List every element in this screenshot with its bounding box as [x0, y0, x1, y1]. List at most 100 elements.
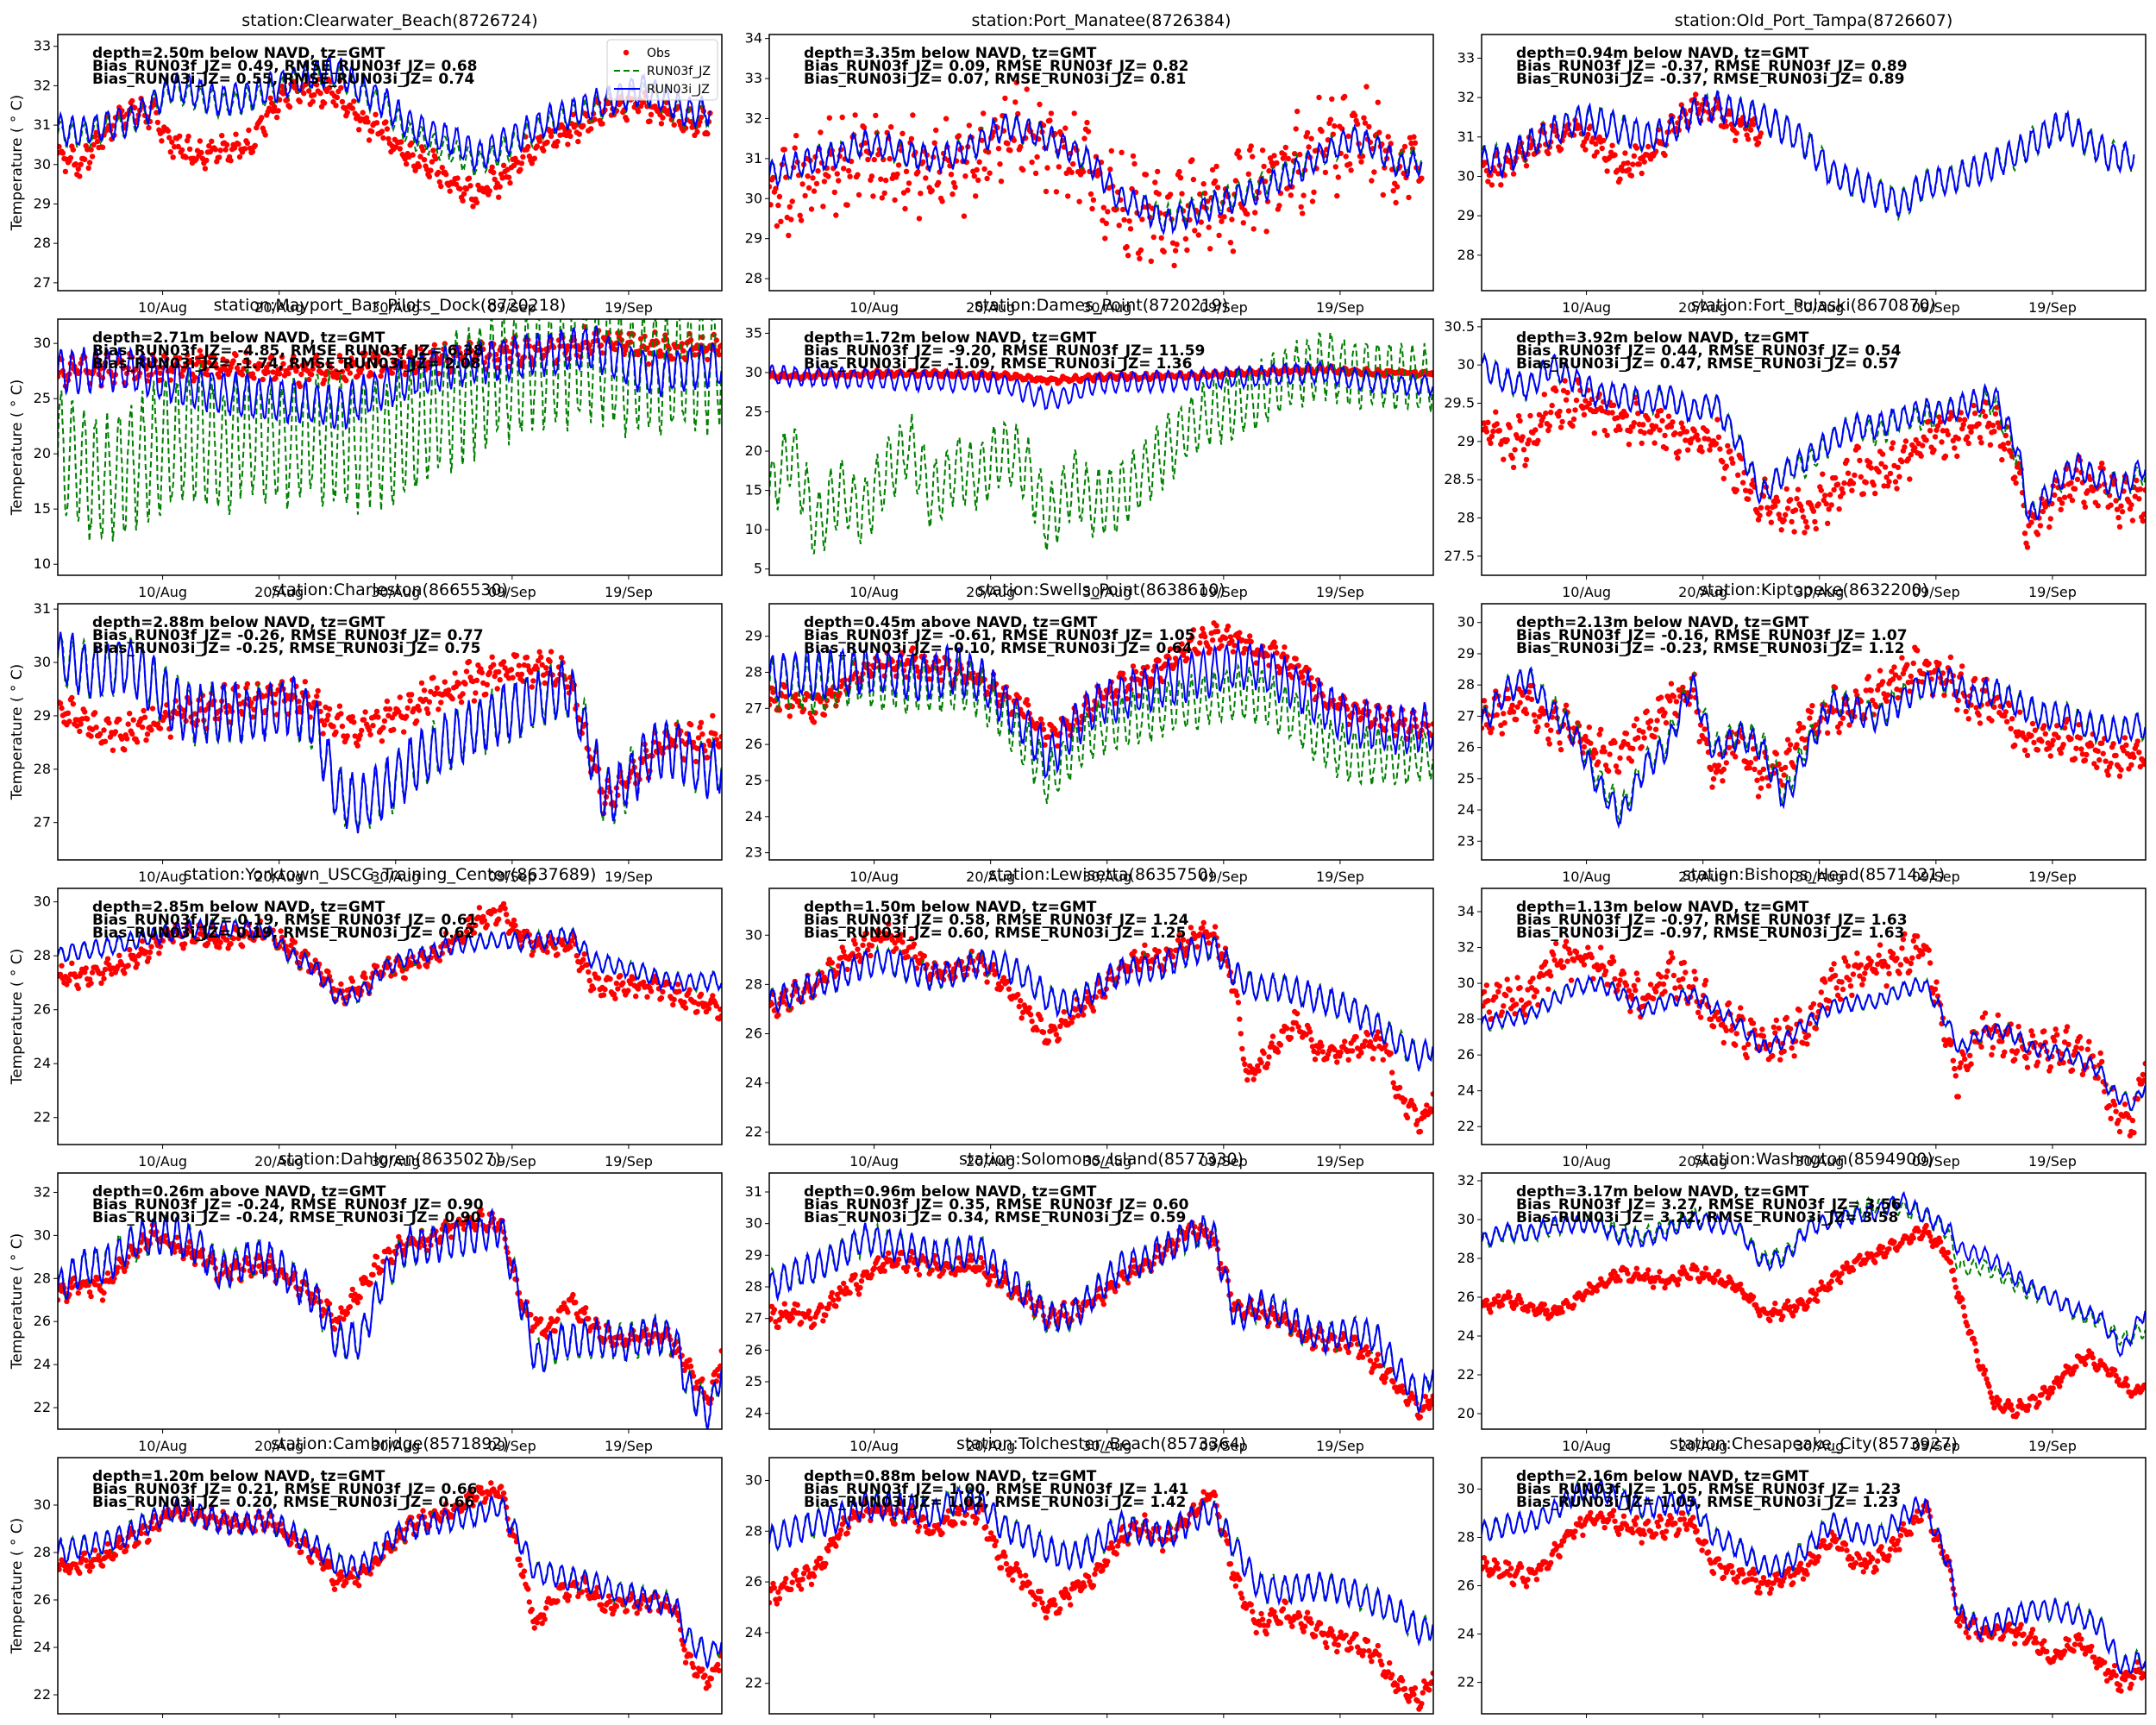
obs-point [1739, 480, 1746, 486]
obs-point [1947, 654, 1954, 661]
obs-point [979, 137, 985, 143]
obs-point [157, 370, 164, 376]
obs-point [1304, 129, 1311, 136]
obs-point [875, 151, 881, 158]
y-tick-label: 27 [34, 814, 51, 831]
obs-point [635, 109, 642, 115]
obs-point [1673, 699, 1680, 705]
obs-point [209, 138, 215, 144]
obs-point [879, 195, 885, 201]
obs-point [352, 361, 358, 367]
stats-annotation: Bias_RUN03f_JZ= 0.09, RMSE_RUN03f_JZ= 0.… [804, 58, 1188, 75]
obs-point [931, 140, 937, 146]
obs-point [1087, 191, 1094, 198]
obs-point [1200, 181, 1206, 187]
obs-point [130, 717, 136, 723]
obs-point [1658, 407, 1664, 414]
obs-point [1155, 168, 1161, 175]
x-tick-label: 19/Sep [605, 299, 653, 316]
obs-point [1755, 794, 1762, 800]
obs-point [1588, 123, 1594, 129]
obs-point [1971, 402, 1977, 409]
obs-point [1663, 445, 1670, 452]
obs-point [1171, 262, 1177, 269]
obs-point [2087, 476, 2093, 482]
obs-point [1152, 179, 1158, 185]
obs-point [1971, 675, 1978, 682]
obs-point [1230, 649, 1237, 655]
obs-point [1213, 163, 1219, 170]
obs-point [878, 176, 884, 182]
obs-point [334, 374, 341, 381]
obs-point [1633, 145, 1640, 151]
obs-point [1733, 130, 1739, 136]
obs-point [716, 352, 722, 358]
obs-point [508, 667, 515, 673]
obs-point [1855, 444, 1862, 450]
obs-point [1544, 722, 1551, 728]
obs-point [1498, 182, 1504, 188]
run03i-line [769, 359, 1433, 411]
panel-title: station:Swells_Point(8638610) [977, 580, 1225, 599]
obs-point [1952, 445, 1958, 451]
obs-point [471, 698, 478, 704]
obs-point [1747, 760, 1754, 766]
obs-point [321, 377, 328, 383]
obs-point [1545, 736, 1551, 743]
obs-point [844, 202, 850, 208]
panel-5: station:Fort_Pulaski(8670870)27.52828.52… [1444, 296, 2147, 600]
obs-point [2077, 735, 2084, 741]
x-tick-label: 09/Sep [1200, 299, 1248, 316]
y-tick-label: 31 [1457, 129, 1475, 145]
obs-point [1430, 372, 1433, 378]
obs-point [1002, 95, 1008, 102]
obs-point [918, 191, 924, 197]
obs-point [1034, 154, 1040, 160]
obs-point [705, 130, 711, 137]
obs-point [2002, 709, 2009, 715]
legend-label: RUN03i_JZ [647, 83, 710, 97]
obs-point [1709, 784, 1715, 790]
obs-point [461, 191, 467, 197]
obs-point [86, 160, 93, 166]
obs-point [1219, 218, 1225, 224]
obs-point [712, 731, 718, 737]
obs-point [304, 361, 310, 367]
obs-point [500, 162, 507, 168]
obs-point [175, 143, 181, 150]
obs-point [1345, 133, 1351, 140]
obs-point [776, 193, 783, 200]
obs-point [496, 668, 502, 675]
obs-point [2074, 476, 2081, 482]
obs-point [1507, 424, 1513, 430]
obs-point [1309, 198, 1316, 204]
obs-point [2082, 757, 2089, 763]
obs-point [1955, 436, 1961, 442]
obs-point [1523, 710, 1530, 717]
obs-point [1617, 176, 1623, 182]
obs-point [1245, 171, 1252, 177]
obs-point [1354, 121, 1361, 127]
y-tick-label: 26 [1457, 739, 1475, 756]
obs-point [516, 662, 523, 668]
obs-point [1107, 166, 1113, 172]
obs-point [279, 354, 285, 361]
obs-point [2084, 751, 2090, 758]
obs-point [144, 731, 151, 737]
obs-point [1826, 506, 1832, 512]
obs-point [466, 175, 473, 181]
obs-point [966, 122, 973, 129]
obs-point [2008, 725, 2014, 731]
obs-point [543, 665, 549, 671]
obs-point [1598, 726, 1604, 732]
obs-point [1881, 483, 1887, 489]
obs-point [1883, 698, 1890, 704]
obs-point [1668, 423, 1675, 430]
obs-point [2096, 756, 2103, 763]
obs-point [2129, 518, 2136, 524]
obs-point [59, 963, 65, 969]
obs-point [265, 369, 271, 375]
obs-point [1932, 434, 1939, 440]
obs-point [1887, 470, 1894, 477]
obs-point [1222, 635, 1229, 642]
